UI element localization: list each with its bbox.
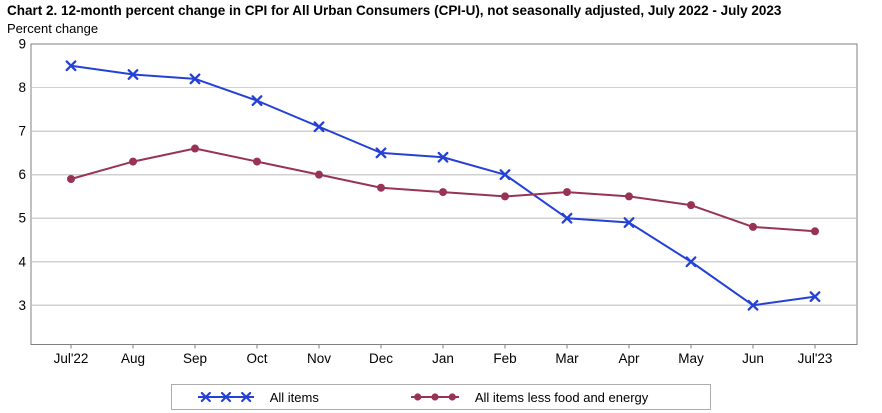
data-point-dot-marker <box>315 170 323 179</box>
data-point-x-marker <box>65 60 77 72</box>
data-point-dot-marker <box>377 183 385 192</box>
x-axis-tick-label: Feb <box>493 351 516 366</box>
x-axis-tick-label: Jul'22 <box>54 351 89 366</box>
data-point-x-marker <box>375 147 387 159</box>
y-axis-tick-label: 9 <box>18 37 26 52</box>
x-axis-tick-label: Aug <box>121 351 145 366</box>
data-point-x-marker <box>561 212 573 224</box>
series-line-0 <box>70 64 816 307</box>
data-point-x-marker <box>437 151 449 163</box>
y-axis-units-label: Percent change <box>7 21 99 36</box>
legend-x-marker <box>200 391 211 403</box>
line-chart: 3 4 5 6 7 8 9 Jul'22 Aug Sep Oct Nov Dec Jan Feb Mar Apr… <box>18 37 858 366</box>
data-point-dot-marker <box>625 192 633 201</box>
data-point-dot-marker <box>67 175 75 184</box>
x-axis-tick-label: Mar <box>555 351 579 366</box>
y-axis-tick-label: 8 <box>18 80 26 95</box>
x-axis-tick-label: Nov <box>307 351 331 366</box>
x-axis-tick-label: Jan <box>432 351 454 366</box>
legend-x-marker <box>220 391 231 403</box>
legend-dot-marker <box>448 393 456 401</box>
legend-label-all-items: All items <box>269 389 319 405</box>
legend-x-marker <box>240 391 251 403</box>
legend-label-core: All items less food and energy <box>474 389 649 405</box>
y-axis-tick-label: 6 <box>18 167 26 182</box>
y-axis-tick-label: 7 <box>18 124 26 139</box>
data-point-x-marker <box>747 299 759 311</box>
data-point-x-marker <box>313 121 325 133</box>
data-point-dot-marker <box>501 192 509 201</box>
data-point-dot-marker <box>749 222 757 231</box>
legend-box: All items All items less food and energy <box>170 384 712 410</box>
data-point-dot-marker <box>439 188 447 197</box>
x-axis-tick-label: Oct <box>246 351 267 366</box>
data-point-dot-marker <box>191 144 199 153</box>
legend-dot-marker <box>413 393 422 401</box>
data-point-dot-marker <box>253 157 261 166</box>
y-axis-tick-label: 3 <box>18 298 26 313</box>
data-point-x-marker <box>499 169 511 181</box>
legend-swatch <box>197 391 254 403</box>
x-axis-tick-label: May <box>678 351 704 366</box>
data-point-dot-marker <box>687 201 695 210</box>
legend-dot-marker <box>431 393 439 401</box>
x-axis-tick-label: Apr <box>618 351 640 366</box>
x-axis-tick-label: Jul'23 <box>798 351 833 366</box>
legend-swatch <box>410 393 459 401</box>
chart-title: Chart 2. 12-month percent change in CPI … <box>7 3 782 18</box>
data-point-x-marker <box>189 73 201 85</box>
x-axis-tick-label: Dec <box>369 351 393 366</box>
core-legend-marker-icon <box>410 390 459 404</box>
data-point-dot-marker <box>563 188 571 197</box>
data-point-x-marker <box>685 256 697 268</box>
x-axis-tick-label: Sep <box>183 351 207 366</box>
legend-entry-all-items: All items <box>197 389 319 405</box>
y-axis-tick-label: 5 <box>18 211 26 226</box>
data-point-x-marker <box>251 95 263 107</box>
x-axis-tick-label: Jun <box>742 351 764 366</box>
data-point-dot-marker <box>811 227 819 236</box>
all-items-legend-marker-icon <box>197 390 254 404</box>
legend: All items All items less food and energy <box>0 384 882 410</box>
legend-entry-core: All items less food and energy <box>410 389 649 405</box>
y-axis-tick-label: 4 <box>18 254 26 269</box>
data-point-x-marker <box>623 217 635 229</box>
plot-border <box>30 43 858 346</box>
data-point-dot-marker <box>129 157 137 166</box>
data-point-x-marker <box>127 69 139 80</box>
data-point-x-marker <box>809 291 821 303</box>
